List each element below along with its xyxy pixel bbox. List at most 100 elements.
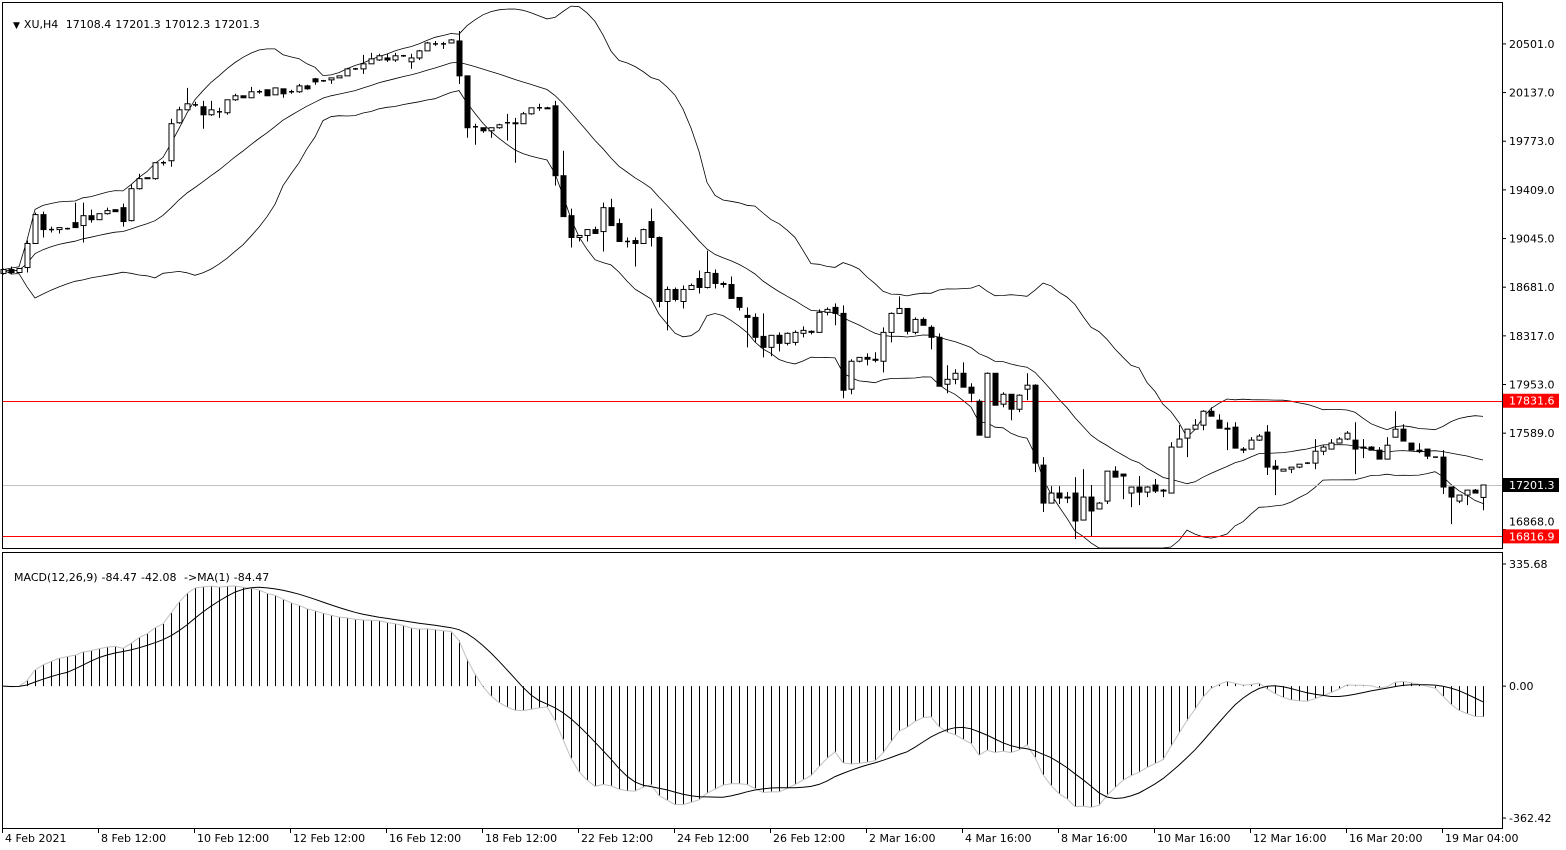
candle-body [224, 99, 231, 114]
candle-body [24, 242, 31, 269]
candle [296, 83, 303, 93]
ma-value: -84.47 [233, 571, 270, 584]
candle [1008, 393, 1015, 421]
candle [1120, 473, 1127, 500]
macd-axis: 335.68 0.00 -362.42 [1502, 558, 1551, 825]
candle [744, 307, 751, 348]
candle-body [80, 215, 87, 227]
collapse-triangle-icon[interactable]: ▼ [13, 21, 20, 31]
time-tick-label: 19 Mar 04:00 [1445, 832, 1518, 845]
candle [952, 369, 959, 385]
candle-body [1104, 470, 1111, 502]
price-tick-label: 20137.0 [1509, 87, 1555, 100]
candle [800, 326, 807, 338]
candle [1448, 486, 1455, 525]
candle-body [544, 107, 551, 110]
symbol-label: XU,H4 [23, 18, 59, 31]
candle-body [880, 331, 887, 362]
candle [840, 305, 847, 399]
candle [200, 100, 207, 129]
bollinger-upper-band [2, 5, 1484, 439]
candle-body [776, 334, 783, 344]
candle [776, 332, 783, 352]
candle-body [1000, 393, 1007, 405]
candle [584, 229, 591, 242]
candle [1216, 414, 1223, 429]
candle-body [1112, 470, 1119, 478]
close-value: 17201.3 [214, 18, 260, 31]
candle-body [464, 75, 471, 129]
candle [544, 106, 551, 110]
candle [1208, 407, 1215, 417]
price-tick-label: 17953.0 [1509, 379, 1555, 392]
candle-body [264, 89, 271, 97]
candle-body [848, 360, 855, 390]
candle-body [944, 378, 951, 385]
candle-body [368, 58, 375, 65]
candle-body [608, 207, 615, 227]
candle-body [592, 229, 599, 234]
candle [232, 93, 239, 101]
candle [872, 352, 879, 363]
candle-body [1200, 410, 1207, 426]
candle-body [864, 356, 871, 360]
candle-body [1352, 439, 1359, 450]
candle [728, 276, 735, 299]
candle [1032, 384, 1039, 473]
candle-body [1208, 410, 1215, 417]
candle [280, 88, 287, 98]
candle [1272, 460, 1279, 496]
candle [1096, 502, 1103, 510]
candle-body [384, 57, 391, 61]
candle [672, 287, 679, 302]
candle-body [720, 282, 727, 286]
candle-body [1480, 484, 1487, 498]
candle-body [1448, 486, 1455, 498]
candle [8, 266, 15, 275]
candle [240, 95, 247, 99]
candle-body [32, 214, 39, 244]
candle-body [912, 318, 919, 333]
candle [344, 67, 351, 77]
candle-body [736, 296, 743, 308]
candle-body [112, 209, 119, 213]
candle [193, 101, 198, 107]
macd-tick-label: 0.00 [1509, 680, 1534, 693]
candle [1480, 484, 1487, 511]
candle-body [312, 78, 319, 83]
time-tick-label: 12 Mar 16:00 [1253, 832, 1326, 845]
candle [448, 38, 455, 44]
candle-body [1024, 384, 1031, 390]
candle-body [1336, 438, 1343, 444]
candle [488, 127, 495, 138]
candle [1136, 476, 1143, 506]
candle-body [184, 103, 191, 111]
candle [816, 309, 823, 333]
horizontal-levels[interactable] [3, 401, 1502, 537]
candle-body [96, 213, 103, 221]
bollinger-bands [2, 5, 1484, 549]
candle [640, 228, 647, 244]
price-tick-label: 17589.0 [1509, 427, 1555, 440]
candle-body [640, 229, 647, 244]
candle [1088, 485, 1095, 536]
candle-body [576, 234, 583, 238]
candle [1056, 486, 1063, 505]
candle [80, 202, 87, 243]
candle-body [1288, 466, 1295, 470]
candle-body [976, 400, 983, 436]
candle [1152, 479, 1159, 494]
candle-body [656, 236, 663, 303]
candle-body [1032, 384, 1039, 464]
candle-body [984, 372, 991, 438]
bid-price-label: 17201.3 [1509, 479, 1555, 492]
candle-body [1296, 463, 1303, 468]
candle-body [808, 330, 815, 333]
level-label-bg [1503, 529, 1559, 544]
candle-body [40, 214, 47, 231]
high-value: 17201.3 [115, 18, 161, 31]
candle-body [1240, 448, 1247, 451]
candle-body [0, 269, 7, 274]
candle-body [1056, 492, 1063, 499]
